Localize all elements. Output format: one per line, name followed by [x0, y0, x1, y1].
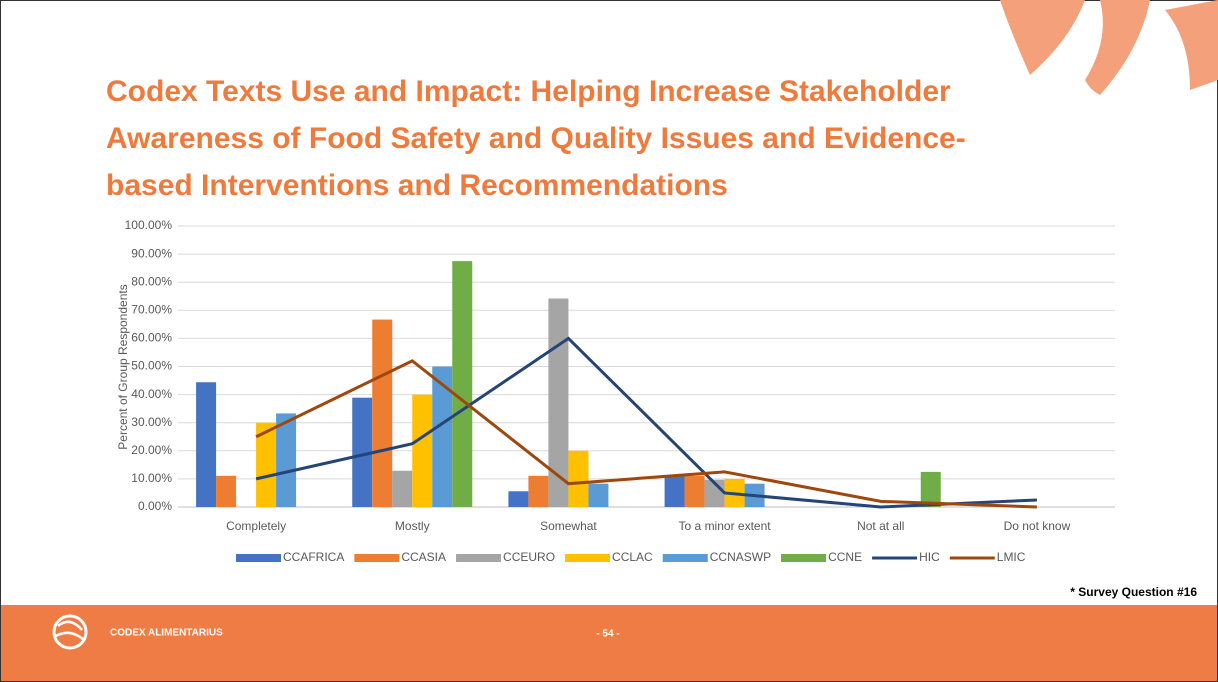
- y-tick-label: 70.00%: [131, 302, 172, 316]
- decor: [1165, 0, 1218, 90]
- bar: [452, 261, 473, 507]
- bar: [528, 475, 549, 507]
- title: Awareness of Food Safety and Quality Iss…: [106, 122, 966, 155]
- y-tick-label: 90.00%: [131, 246, 172, 260]
- legend-label: CCEURO: [503, 550, 555, 564]
- bar: [392, 470, 413, 507]
- legend-swatch: [565, 554, 611, 562]
- legend-label: CCNASWP: [710, 550, 771, 564]
- y-tick-label: 100.00%: [125, 218, 173, 232]
- y-tick-label: 10.00%: [131, 471, 172, 485]
- bar: [920, 471, 941, 507]
- bar: [548, 298, 569, 507]
- line: [255, 336, 1037, 509]
- legend-label: HIC: [919, 550, 940, 564]
- bar: [196, 382, 217, 507]
- bar: [256, 422, 277, 507]
- bar: [432, 366, 453, 507]
- decor: [1085, 0, 1150, 95]
- footer-bar: [1, 605, 1217, 681]
- page-number: - 54 -: [596, 629, 619, 640]
- legend-label: CCASIA: [401, 550, 446, 564]
- decor: [1000, 0, 1085, 75]
- y-tick-label: 20.00%: [131, 443, 172, 457]
- y-tick-label: 50.00%: [131, 359, 172, 373]
- bar: [412, 394, 433, 507]
- y-tick-label: 60.00%: [131, 331, 172, 345]
- y-tick-label: 80.00%: [131, 274, 172, 288]
- bar: [276, 413, 297, 507]
- bar: [568, 450, 589, 507]
- title: Codex Texts Use and Impact: Helping Incr…: [106, 75, 951, 108]
- y-tick-label: 30.00%: [131, 415, 172, 429]
- legend-label: CCNE: [828, 550, 862, 564]
- bar: [508, 491, 529, 507]
- x-tick-label: Somewhat: [540, 519, 597, 533]
- line: [255, 359, 1037, 509]
- y-tick-label: 40.00%: [131, 387, 172, 401]
- bar: [664, 475, 685, 507]
- x-tick-label: To a minor extent: [679, 519, 772, 533]
- legend-swatch: [236, 554, 281, 562]
- note: * Survey Question #16: [1070, 585, 1197, 599]
- x-tick-label: Do not know: [1004, 519, 1071, 533]
- x-tick-label: Mostly: [395, 519, 430, 533]
- y-axis-label: Percent of Group Respondents: [116, 284, 130, 449]
- title: based Interventions and Recommendations: [106, 169, 728, 202]
- legend-swatch: [662, 554, 708, 562]
- bar: [684, 475, 705, 507]
- brand: CODEX ALIMENTARIUS: [110, 628, 223, 639]
- legend-swatch: [456, 554, 502, 562]
- legend-label: LMIC: [997, 550, 1026, 564]
- bar: [588, 483, 609, 507]
- logo: [52, 614, 88, 650]
- bar: [372, 319, 393, 507]
- x-tick-label: Not at all: [857, 519, 904, 533]
- legend-swatch: [781, 554, 827, 562]
- bar: [216, 475, 237, 507]
- x-tick-label: Completely: [226, 519, 286, 533]
- legend-swatch: [354, 554, 400, 562]
- logo: [55, 620, 85, 641]
- y-tick-label: 0.00%: [138, 499, 172, 513]
- legend-label: CCAFRICA: [283, 550, 344, 564]
- legend-label: CCLAC: [612, 550, 653, 564]
- bar: [352, 397, 373, 507]
